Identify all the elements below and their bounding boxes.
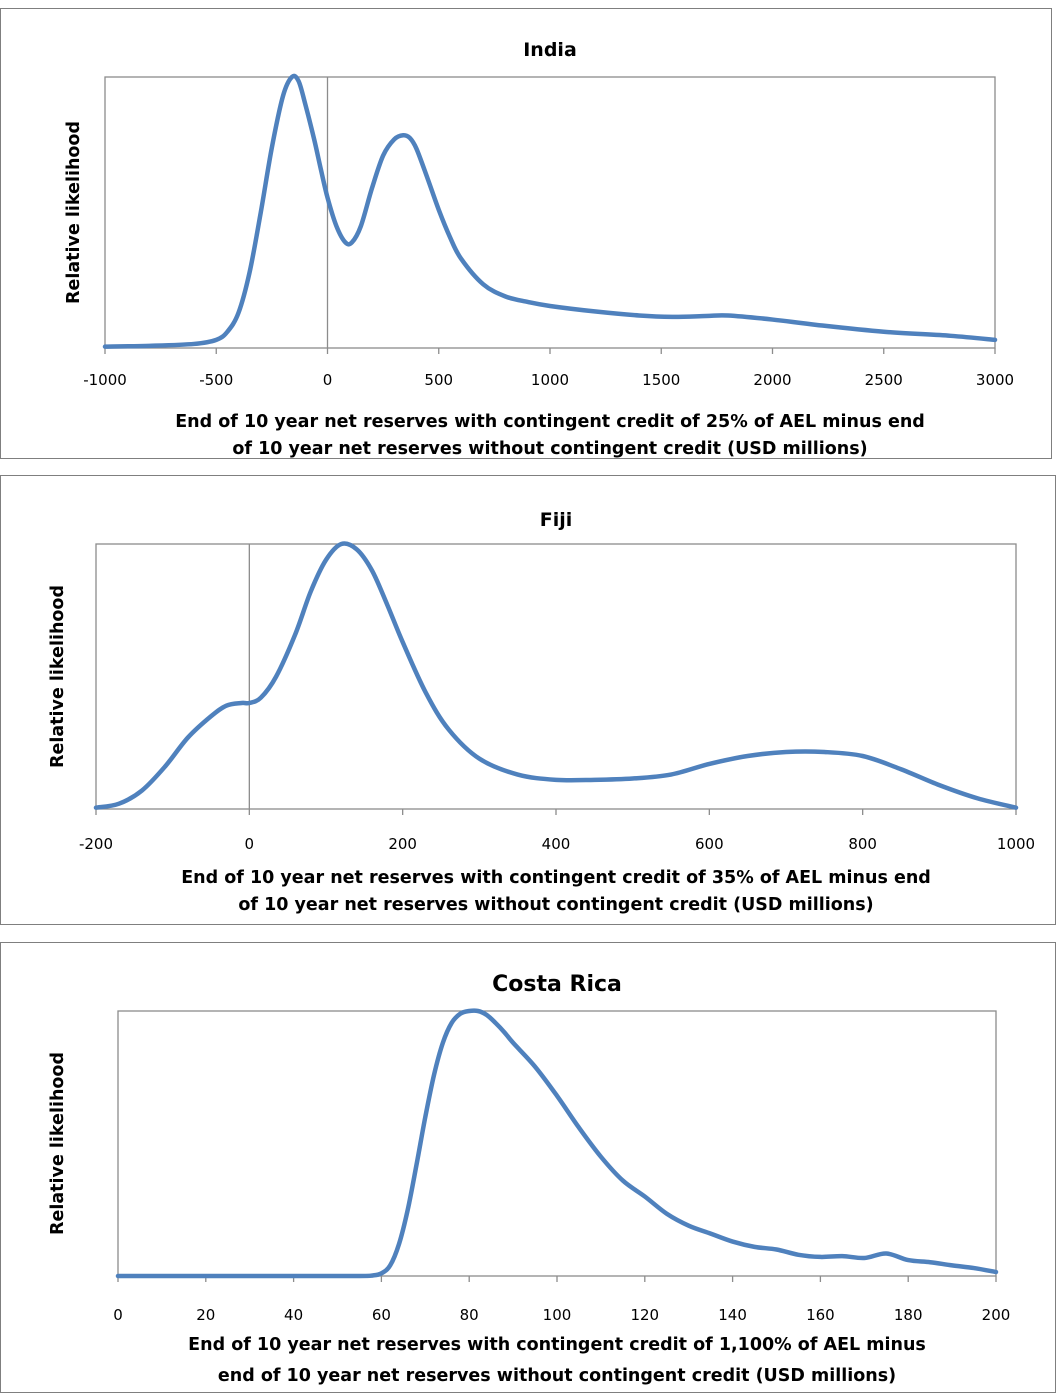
x-tick-label: 1000 xyxy=(531,371,569,389)
density-series-line xyxy=(102,73,998,349)
x-tick-label: 600 xyxy=(695,835,724,853)
y-axis-label: Relative likelihood xyxy=(48,1052,68,1235)
chart-panel-fiji: Fiji -200 0 200 400 600 800 1000 End of 10 year … xyxy=(0,475,1056,925)
plot-area xyxy=(95,543,1017,810)
plot-area xyxy=(117,1010,997,1277)
x-tick-label: 1500 xyxy=(642,371,680,389)
x-tick-label: 0 xyxy=(113,1306,123,1324)
x-tick-label: 800 xyxy=(848,835,877,853)
x-tick-label: 40 xyxy=(284,1306,303,1324)
chart-panel-india: India -1000 -500 0 500 1000 1500 2000 2500 3000 En… xyxy=(0,8,1052,459)
x-axis-label-line-1: End of 10 year net reserves with conting… xyxy=(181,868,931,888)
x-axis-label-line-1: End of 10 year net reserves with conting… xyxy=(175,412,925,432)
x-tick-label: -1000 xyxy=(83,371,127,389)
x-tick-label: -200 xyxy=(79,835,113,853)
density-series-line xyxy=(115,1008,999,1279)
x-tick-label: 200 xyxy=(982,1306,1011,1324)
x-tick-label: 20 xyxy=(196,1306,215,1324)
chart-svg: Fiji -200 0 200 400 600 800 1000 End of 10 year … xyxy=(48,509,1035,915)
x-axis-label-line-1: End of 10 year net reserves with conting… xyxy=(188,1335,926,1355)
x-tick-label: 80 xyxy=(460,1306,479,1324)
chart-title: Costa Rica xyxy=(492,972,622,997)
chart-title: India xyxy=(523,39,577,61)
x-tick-label: 1000 xyxy=(997,835,1035,853)
x-tick-label: 60 xyxy=(372,1306,391,1324)
x-tick-label: 140 xyxy=(718,1306,747,1324)
x-axis-label-line-2: of 10 year net reserves without continge… xyxy=(238,895,873,915)
density-series-line xyxy=(93,541,1019,810)
x-axis-label-line-2: end of 10 year net reserves without cont… xyxy=(218,1366,896,1386)
x-tick-label: 0 xyxy=(245,835,255,853)
x-tick-label: 3000 xyxy=(976,371,1014,389)
chart-svg: Costa Rica 0 20 40 60 80 100 120 140 160 180 200 End… xyxy=(48,972,1011,1386)
x-tick-label: 2000 xyxy=(753,371,791,389)
y-axis-label: Relative likelihood xyxy=(64,121,84,304)
x-tick-label: 0 xyxy=(323,371,333,389)
x-tick-label: 2500 xyxy=(865,371,903,389)
x-tick-label: -500 xyxy=(199,371,233,389)
x-tick-label: 160 xyxy=(806,1306,835,1324)
x-tick-label: 500 xyxy=(424,371,453,389)
x-tick-label: 200 xyxy=(388,835,417,853)
chart-svg: India -1000 -500 0 500 1000 1500 2000 2500 3000 En… xyxy=(64,39,1014,459)
y-axis-label: Relative likelihood xyxy=(48,585,68,768)
chart-title: Fiji xyxy=(540,509,573,531)
x-tick-label: 180 xyxy=(894,1306,923,1324)
x-tick-label: 120 xyxy=(630,1306,659,1324)
chart-panel-costa-rica: Costa Rica 0 20 40 60 80 100 120 140 160 180 200 End… xyxy=(0,942,1056,1393)
x-tick-label: 400 xyxy=(542,835,571,853)
x-tick-label: 100 xyxy=(543,1306,572,1324)
x-axis-label-line-2: of 10 year net reserves without continge… xyxy=(232,439,867,459)
